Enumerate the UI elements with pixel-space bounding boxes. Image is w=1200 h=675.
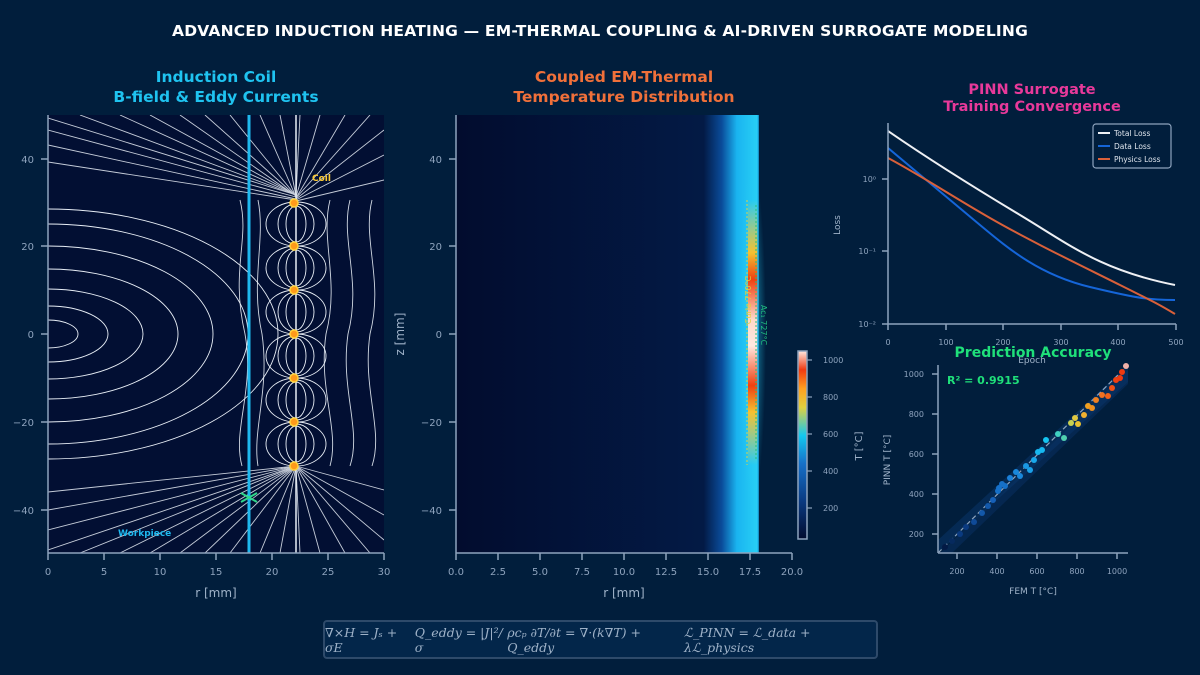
field-plot: Coil Workpiece 0 5 10 15 20 25 30 40 20 0 −20… [13,115,391,600]
svg-text:10: 10 [154,567,167,578]
svg-text:200: 200 [823,504,838,513]
svg-text:40: 40 [21,155,34,166]
loss-curves [887,130,1176,315]
svg-text:0: 0 [885,338,890,347]
formula-maxwell: ∇×H = Jₛ + σE [325,624,398,655]
svg-text:20: 20 [266,567,279,578]
identity-line [937,364,1129,554]
svg-text:10.0: 10.0 [613,567,635,578]
svg-text:200: 200 [995,338,1010,347]
scatter-ylabel: PINN T [°C] [883,435,893,486]
coil-label: Coil [312,174,331,184]
svg-text:−20: −20 [421,418,442,429]
svg-text:17.5: 17.5 [739,567,761,578]
svg-text:15.0: 15.0 [697,567,719,578]
physics-loss-line [887,157,1176,315]
temperature-heatmap [456,115,758,553]
loss-title-line1: PINN Surrogate [968,82,1096,98]
field-streamlines [48,115,384,553]
total-loss-line [887,130,1176,286]
svg-text:30: 30 [378,567,391,578]
thermal-title-line1: Coupled EM-Thermal [534,68,714,86]
svg-text:−40: −40 [421,506,442,517]
svg-text:−20: −20 [13,418,34,429]
svg-text:20: 20 [21,242,34,253]
svg-text:500: 500 [1168,338,1183,347]
main-title: ADVANCED INDUCTION HEATING — EM-THERMAL … [172,22,1028,40]
scatter-xlabel: FEM T [°C] [1009,587,1057,597]
svg-text:2.5: 2.5 [490,567,506,578]
svg-text:5: 5 [101,567,107,578]
svg-text:−40: −40 [13,506,34,517]
curie-contour-label: Curie 770°C [744,275,753,324]
svg-text:20: 20 [429,242,442,253]
svg-text:600: 600 [909,450,924,459]
thermal-ylabel: z [mm] [393,313,407,356]
r-squared-annotation: R² = 0.9915 [947,374,1020,387]
svg-text:5.0: 5.0 [532,567,548,578]
svg-text:12.5: 12.5 [655,567,677,578]
scatter-panel-title: Prediction Accuracy [954,345,1112,361]
thermal-xlabel: r [mm] [603,586,645,600]
loss-plot: 0 100 200 300 400 500 10⁰ 10⁻¹ 10⁻² Epoch Lo… [833,123,1184,366]
svg-text:25: 25 [322,567,335,578]
svg-text:10⁰: 10⁰ [863,175,876,184]
legend-data-loss: Data Loss [1114,142,1151,151]
data-loss-line [887,147,1176,301]
svg-text:200: 200 [949,567,964,576]
thermal-panel-title: Coupled EM-Thermal Temperature Distribut… [456,67,792,107]
colorbar-label: T [°C] [854,431,865,461]
legend-physics-loss: Physics Loss [1114,155,1161,164]
svg-text:800: 800 [1069,567,1084,576]
svg-text:7.5: 7.5 [574,567,590,578]
svg-text:300: 300 [1053,338,1068,347]
svg-text:800: 800 [909,410,924,419]
svg-text:0: 0 [45,567,51,578]
svg-text:15: 15 [210,567,223,578]
formula-pinn-loss: ℒ_PINN = ℒ_data + λℒ_physics [684,624,811,655]
svg-text:40: 40 [429,155,442,166]
temperature-colorbar [797,350,808,540]
svg-text:600: 600 [823,430,838,439]
svg-text:800: 800 [823,393,838,402]
svg-text:400: 400 [909,490,924,499]
coil-turn-markers [289,198,299,471]
svg-text:1000: 1000 [823,356,843,365]
svg-text:400: 400 [823,467,838,476]
loss-legend: Total Loss Data Loss Physics Loss [1092,123,1172,169]
scatter-points [942,363,1129,550]
svg-text:0: 0 [28,330,34,341]
thermal-title-line2: Temperature Distribution [513,88,735,106]
svg-text:0.0: 0.0 [448,567,464,578]
loss-title-line2: Training Convergence [943,99,1121,115]
svg-text:10⁻²: 10⁻² [858,320,876,329]
loss-xlabel: Epoch [1018,356,1046,366]
field-title-line1: Induction Coil [155,68,277,86]
svg-text:400: 400 [1110,338,1125,347]
svg-text:400: 400 [989,567,1004,576]
loss-panel-title: PINN Surrogate Training Convergence [888,82,1176,116]
formula-bar: ∇×H = Jₛ + σE Q_eddy = |J|²/σ ρcₚ ∂T/∂t … [323,620,878,659]
svg-text:200: 200 [909,530,924,539]
loss-ylabel: Loss [833,215,843,235]
field-panel-title: Induction Coil B-field & Eddy Currents [48,67,384,107]
formula-eddy-heat: Q_eddy = |J|²/σ [414,624,503,655]
svg-text:1000: 1000 [1107,567,1127,576]
field-xlabel: r [mm] [195,586,237,600]
workpiece-label: Workpiece [118,529,171,539]
svg-text:600: 600 [1029,567,1044,576]
scatter-plot: R² = 0.9915 200 400 600 800 1000 1000 800 6… [883,363,1129,597]
green-x-marker [240,492,258,503]
svg-text:10⁻¹: 10⁻¹ [858,247,876,256]
ac1-contour-label: Ac₁ 727°C [759,305,768,346]
field-title-line2: B-field & Eddy Currents [113,88,319,106]
thermal-plot: Curie 770°C Ac₁ 727°C 0.0 2.5 5.0 7.5 10.0… [393,115,865,600]
formula-heat-equation: ρcₚ ∂T/∂t = ∇·(k∇T) + Q_eddy [507,624,642,655]
svg-text:100: 100 [938,338,953,347]
svg-text:1000: 1000 [904,370,924,379]
legend-total-loss: Total Loss [1113,129,1150,138]
svg-text:0: 0 [436,330,442,341]
svg-text:20.0: 20.0 [781,567,803,578]
